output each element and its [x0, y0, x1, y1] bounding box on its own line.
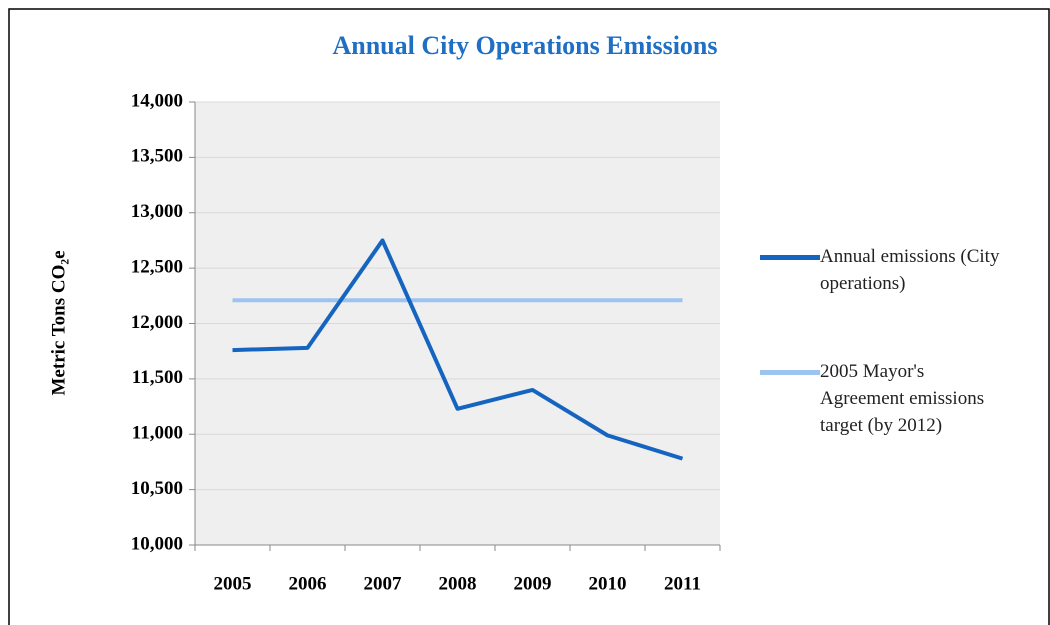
legend-label: 2005 Mayor's Agreement emissions target … [820, 361, 985, 436]
legend-item: 2005 Mayor's Agreement emissions target … [760, 358, 1000, 439]
x-tick-label: 2005 [214, 573, 252, 594]
y-tick-label: 10,000 [131, 533, 183, 554]
x-tick-label: 2011 [664, 573, 701, 594]
y-tick-label: 14,000 [131, 90, 183, 111]
y-tick-label: 13,500 [131, 146, 183, 167]
y-tick-label: 11,000 [132, 423, 183, 444]
y-tick-label: 11,500 [132, 367, 183, 388]
legend-label: Annual emissions (City operations) [820, 246, 1000, 294]
x-tick-label: 2008 [439, 573, 477, 594]
x-tick-label: 2006 [289, 573, 327, 594]
y-tick-label: 12,000 [131, 312, 183, 333]
y-axis-title: Metric Tons CO₂e [48, 250, 69, 395]
legend-swatch [760, 255, 820, 260]
legend-swatch [760, 370, 820, 375]
y-tick-label: 12,500 [131, 256, 183, 277]
x-tick-label: 2009 [514, 573, 552, 594]
x-tick-label: 2007 [364, 573, 403, 594]
y-tick-label: 10,500 [131, 478, 183, 499]
chart-title: Annual City Operations Emissions [332, 31, 717, 60]
series-line [232, 238, 684, 461]
x-tick-label: 2010 [589, 573, 627, 594]
legend-item: Annual emissions (City operations) [760, 243, 1000, 297]
y-tick-label: 13,000 [131, 201, 183, 222]
